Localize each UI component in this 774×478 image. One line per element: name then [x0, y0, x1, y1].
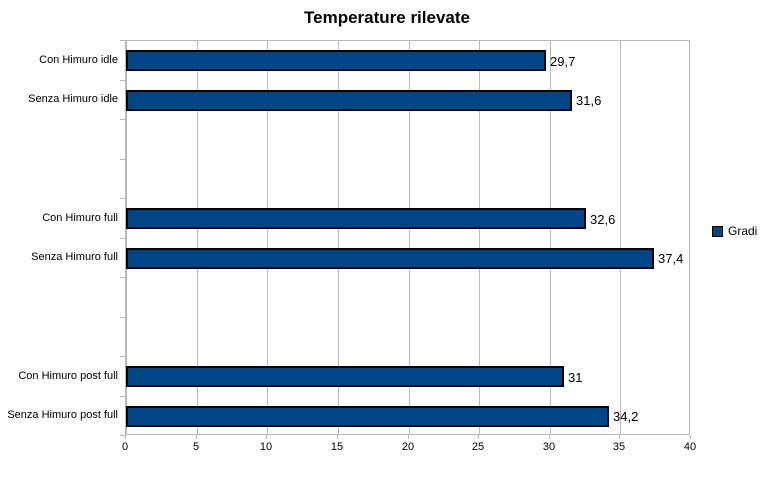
y-axis-tick — [120, 277, 125, 278]
bar-senza-himuro-idle — [126, 90, 572, 111]
category-label-con-himuro-full: Con Himuro full — [42, 212, 118, 224]
gridline-x-15 — [338, 41, 339, 434]
value-label-37,4: 37,4 — [658, 251, 684, 266]
bar-senza-himuro-full — [126, 248, 654, 269]
x-axis-label-25: 25 — [471, 441, 485, 453]
x-axis-tick-35 — [619, 435, 620, 439]
bar-con-himuro-idle — [126, 50, 546, 71]
gridline-x-10 — [267, 41, 268, 434]
x-axis-label-0: 0 — [121, 441, 129, 453]
y-axis-tick — [120, 238, 125, 239]
chart-title: Temperature rilevate — [304, 8, 470, 27]
y-axis-tick — [120, 80, 125, 81]
y-axis-tick — [120, 119, 125, 120]
value-label-31: 31 — [568, 370, 583, 385]
x-axis-tick-10 — [266, 435, 267, 439]
x-axis-tick-20 — [408, 435, 409, 439]
x-axis-label-5: 5 — [192, 441, 200, 453]
legend-series-swatch-icon — [712, 225, 723, 237]
value-label-32,6: 32,6 — [590, 212, 616, 227]
y-axis-tick — [120, 198, 125, 199]
x-axis-label-20: 20 — [401, 441, 415, 453]
x-axis-label-35: 35 — [612, 441, 626, 453]
gridline-x-40 — [689, 41, 690, 434]
gridline-x-30 — [550, 41, 551, 434]
plot-area: 29,7 31,6 32,6 37,4 31 34,2 — [125, 40, 690, 435]
y-axis-tick — [120, 159, 125, 160]
legend: Gradi — [712, 224, 757, 238]
x-axis-tick-30 — [549, 435, 550, 439]
y-axis-tick — [120, 40, 125, 41]
y-axis-tick — [120, 317, 125, 318]
category-label-senza-himuro-idle: Senza Himuro idle — [28, 93, 118, 105]
x-axis-label-40: 40 — [683, 441, 697, 453]
x-axis-tick-40 — [690, 435, 691, 439]
y-axis-tick — [120, 435, 125, 436]
x-axis-tick-5 — [196, 435, 197, 439]
y-axis-tick — [120, 356, 125, 357]
value-label-31,6: 31,6 — [576, 93, 602, 108]
x-axis-tick-25 — [478, 435, 479, 439]
gridline-x-25 — [479, 41, 480, 434]
bar-con-himuro-full — [126, 208, 586, 229]
value-label-29,7: 29,7 — [550, 54, 576, 69]
gridline-x-20 — [409, 41, 410, 434]
bar-con-himuro-post-full — [126, 366, 564, 387]
x-axis-label-10: 10 — [259, 441, 273, 453]
x-axis-label-30: 30 — [542, 441, 556, 453]
bar-senza-himuro-post-full — [126, 406, 609, 427]
gridline-x-5 — [197, 41, 198, 434]
gridline-x-35 — [620, 41, 621, 434]
category-label-con-himuro-idle: Con Himuro idle — [39, 54, 118, 66]
legend-series-label: Gradi — [728, 224, 758, 238]
category-label-senza-himuro-full: Senza Himuro full — [31, 251, 118, 263]
value-label-34,2: 34,2 — [613, 409, 639, 424]
x-axis-label-15: 15 — [330, 441, 344, 453]
x-axis-tick-15 — [337, 435, 338, 439]
y-axis-tick — [120, 396, 125, 397]
category-label-con-himuro-post-full: Con Himuro post full — [18, 370, 118, 382]
category-label-senza-himuro-post-full: Senza Himuro post full — [7, 409, 118, 421]
gridline-x-0 — [126, 41, 127, 434]
x-axis-tick-0 — [125, 435, 126, 439]
